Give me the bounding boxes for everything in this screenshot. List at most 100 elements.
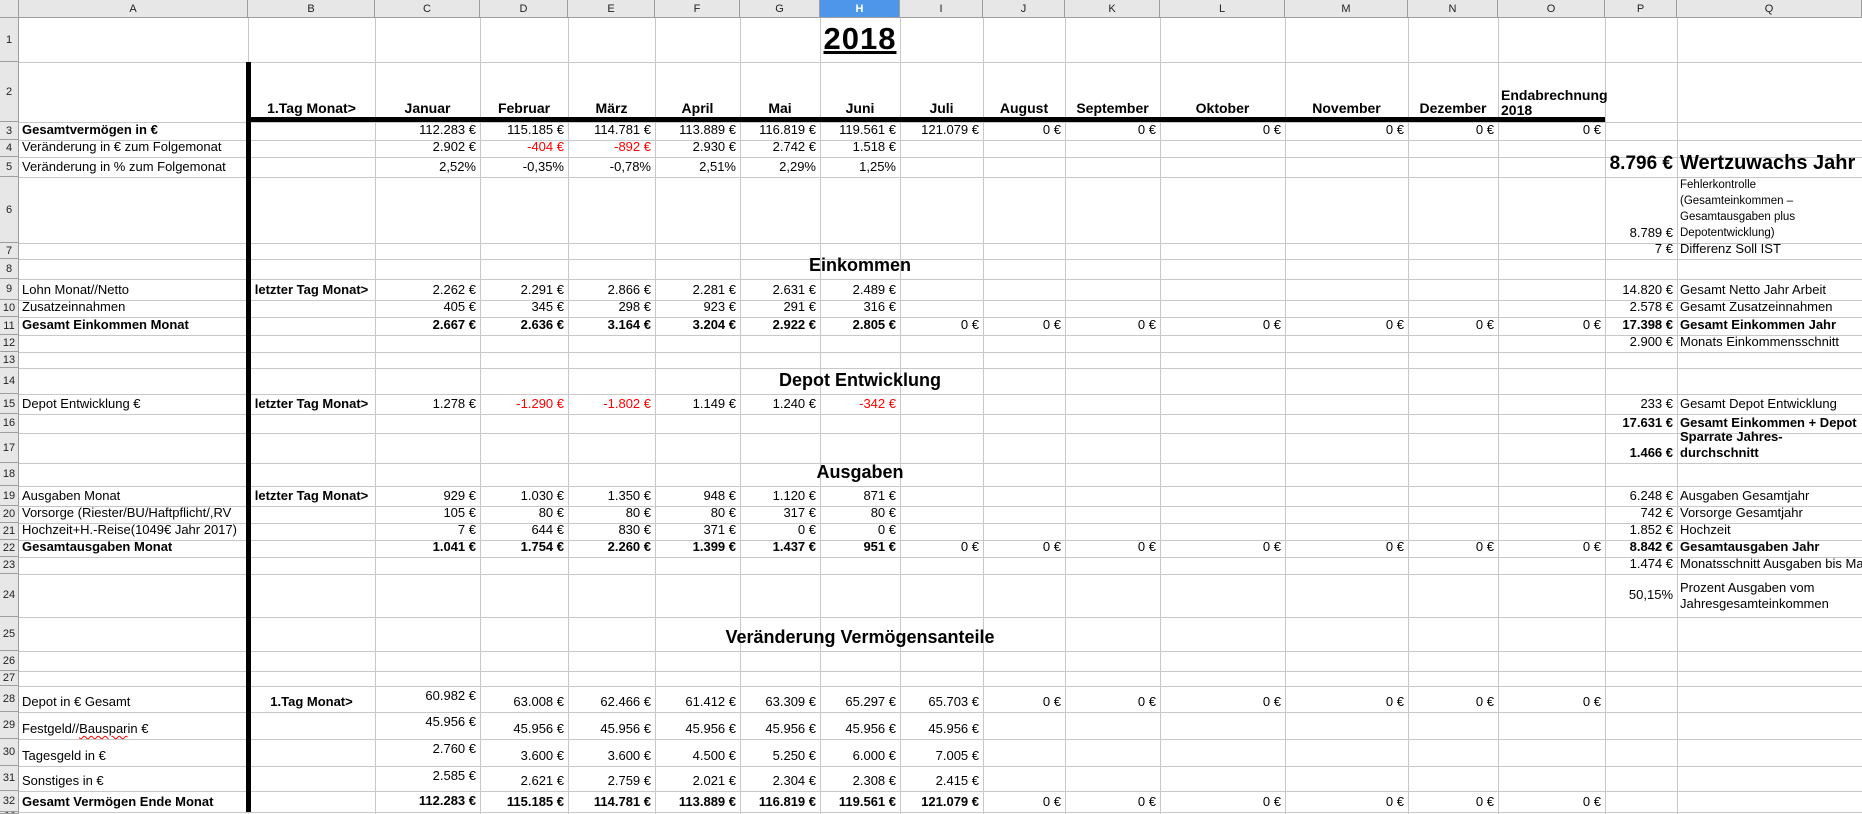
row-label[interactable]: Veränderung in € zum Folgemonat bbox=[22, 139, 222, 155]
value-cell[interactable]: 114.781 € bbox=[594, 122, 651, 138]
sheet-title[interactable]: 2018 bbox=[823, 21, 897, 57]
value-cell[interactable]: 871 € bbox=[863, 488, 896, 504]
row-header-25[interactable]: 25 bbox=[0, 617, 19, 651]
value-cell[interactable]: 1.437 € bbox=[772, 539, 816, 555]
value-cell[interactable]: 316 € bbox=[863, 299, 896, 315]
row-label[interactable]: Lohn Monat//Netto bbox=[22, 282, 129, 298]
summary-label[interactable]: Vorsorge Gesamtjahr bbox=[1680, 505, 1803, 521]
column-header-I[interactable]: I bbox=[900, 0, 983, 18]
month-header[interactable]: September bbox=[1076, 99, 1149, 116]
value-cell[interactable]: 113.889 € bbox=[678, 794, 736, 810]
summary-value[interactable]: 8.842 € bbox=[1629, 539, 1673, 555]
row-header-26[interactable]: 26 bbox=[0, 651, 19, 671]
value-cell[interactable]: 4.500 € bbox=[692, 748, 736, 764]
value-cell[interactable]: 105 € bbox=[443, 505, 476, 521]
section-heading[interactable]: Ausgaben bbox=[816, 462, 904, 483]
value-cell[interactable]: 60.982 € bbox=[425, 688, 476, 703]
value-cell[interactable]: 115.185 € bbox=[507, 122, 564, 138]
value-cell[interactable]: 948 € bbox=[703, 488, 736, 504]
value-cell[interactable]: 1.278 € bbox=[432, 396, 476, 412]
row-header-7[interactable]: 7 bbox=[0, 243, 19, 259]
value-cell[interactable]: 2.489 € bbox=[852, 282, 896, 298]
summary-label[interactable]: Gesamtausgaben Jahr bbox=[1680, 539, 1820, 555]
summary-label[interactable]: Sparrate Jahres- durchschnitt bbox=[1680, 429, 1783, 460]
value-cell[interactable]: 2.667 € bbox=[432, 317, 476, 333]
marker-cell[interactable]: letzter Tag Monat> bbox=[254, 396, 369, 412]
value-cell[interactable]: 0 € bbox=[877, 522, 896, 538]
value-cell[interactable]: 6.000 € bbox=[852, 748, 896, 764]
row-header-29[interactable]: 29 bbox=[0, 712, 19, 739]
row-header-23[interactable]: 23 bbox=[0, 557, 19, 574]
row-header-2[interactable]: 2 bbox=[0, 62, 19, 122]
row-header-31[interactable]: 31 bbox=[0, 766, 19, 791]
value-cell[interactable]: 2.260 € bbox=[607, 539, 651, 555]
value-cell[interactable]: 0 € bbox=[1475, 539, 1494, 555]
summary-value[interactable]: 14.820 € bbox=[1622, 282, 1673, 298]
value-cell[interactable]: 2.636 € bbox=[520, 317, 564, 333]
value-cell[interactable]: 0 € bbox=[1262, 794, 1281, 810]
summary-value[interactable]: 1.852 € bbox=[1629, 522, 1673, 538]
value-cell[interactable]: 2.262 € bbox=[432, 282, 476, 298]
row-header-18[interactable]: 18 bbox=[0, 463, 19, 486]
column-header-B[interactable]: B bbox=[248, 0, 375, 18]
month-header[interactable]: November bbox=[1312, 99, 1381, 116]
value-cell[interactable]: 830 € bbox=[618, 522, 651, 538]
value-cell[interactable]: 119.561 € bbox=[838, 794, 896, 810]
value-cell[interactable]: 2.759 € bbox=[607, 773, 651, 789]
value-cell[interactable]: 3.164 € bbox=[607, 317, 651, 333]
value-cell[interactable]: -1.802 € bbox=[603, 396, 651, 412]
column-header-K[interactable]: K bbox=[1065, 0, 1160, 18]
value-cell[interactable]: 5.250 € bbox=[772, 748, 816, 764]
row-header-9[interactable]: 9 bbox=[0, 279, 19, 300]
value-cell[interactable]: 951 € bbox=[863, 539, 896, 555]
summary-label[interactable]: Differenz Soll IST bbox=[1680, 241, 1781, 257]
value-cell[interactable]: 0 € bbox=[1042, 317, 1061, 333]
section-heading[interactable]: Depot Entwicklung bbox=[779, 370, 941, 391]
value-cell[interactable]: 113.889 € bbox=[679, 122, 736, 138]
column-header-A[interactable]: A bbox=[19, 0, 248, 18]
value-cell[interactable]: 0 € bbox=[960, 317, 979, 333]
value-cell[interactable]: 65.703 € bbox=[928, 694, 979, 710]
value-cell[interactable]: 80 € bbox=[625, 505, 651, 521]
value-cell[interactable]: 45.956 € bbox=[845, 721, 896, 737]
value-cell[interactable]: 0 € bbox=[1137, 794, 1156, 810]
value-cell[interactable]: 2.291 € bbox=[520, 282, 564, 298]
summary-value[interactable]: 6.248 € bbox=[1629, 488, 1673, 504]
summary-label[interactable]: Fehlerkontrolle (Gesamteinkommen – Gesam… bbox=[1680, 179, 1796, 239]
summary-label[interactable]: Ausgaben Gesamtjahr bbox=[1680, 488, 1810, 504]
value-cell[interactable]: 0 € bbox=[1582, 694, 1601, 710]
value-cell[interactable]: 2.415 € bbox=[935, 773, 979, 789]
value-cell[interactable]: 0 € bbox=[1262, 539, 1281, 555]
value-cell[interactable]: 2,52% bbox=[439, 159, 476, 175]
row-header-11[interactable]: 11 bbox=[0, 317, 19, 335]
row-header-32[interactable]: 32 bbox=[0, 791, 19, 812]
value-cell[interactable]: 1.240 € bbox=[772, 396, 816, 412]
value-cell[interactable]: 644 € bbox=[531, 522, 564, 538]
value-cell[interactable]: 7.005 € bbox=[935, 748, 979, 764]
month-header[interactable]: Januar bbox=[404, 99, 451, 116]
value-cell[interactable]: 0 € bbox=[1475, 794, 1494, 810]
month-header[interactable]: Juni bbox=[845, 99, 875, 116]
value-cell[interactable]: 1.754 € bbox=[520, 539, 564, 555]
row-header-30[interactable]: 30 bbox=[0, 739, 19, 766]
row-label[interactable]: Hochzeit+H.-Reise(1049€ Jahr 2017) bbox=[22, 522, 237, 538]
value-cell[interactable]: 371 € bbox=[703, 522, 736, 538]
value-cell[interactable]: 63.309 € bbox=[765, 694, 816, 710]
value-cell[interactable]: 65.297 € bbox=[845, 694, 896, 710]
value-cell[interactable]: 63.008 € bbox=[513, 694, 564, 710]
summary-value[interactable]: 233 € bbox=[1640, 396, 1673, 412]
value-cell[interactable]: 2.304 € bbox=[772, 773, 816, 789]
row-label[interactable]: Gesamt Vermögen Ende Monat bbox=[22, 794, 214, 810]
value-cell[interactable]: 0 € bbox=[1385, 317, 1404, 333]
value-cell[interactable]: 0 € bbox=[1385, 694, 1404, 710]
value-cell[interactable]: 112.283 € bbox=[419, 122, 476, 138]
row-header-15[interactable]: 15 bbox=[0, 394, 19, 414]
summary-value[interactable]: 1.466 € bbox=[1629, 445, 1673, 461]
value-cell[interactable]: 2.922 € bbox=[772, 317, 816, 333]
value-cell[interactable]: 2.760 € bbox=[432, 741, 476, 756]
month-header[interactable]: Juli bbox=[929, 99, 954, 116]
summary-value[interactable]: 742 € bbox=[1640, 505, 1673, 521]
value-cell[interactable]: 2.902 € bbox=[432, 139, 476, 155]
column-header-Q[interactable]: Q bbox=[1677, 0, 1862, 18]
row-label[interactable]: Ausgaben Monat bbox=[22, 488, 121, 504]
